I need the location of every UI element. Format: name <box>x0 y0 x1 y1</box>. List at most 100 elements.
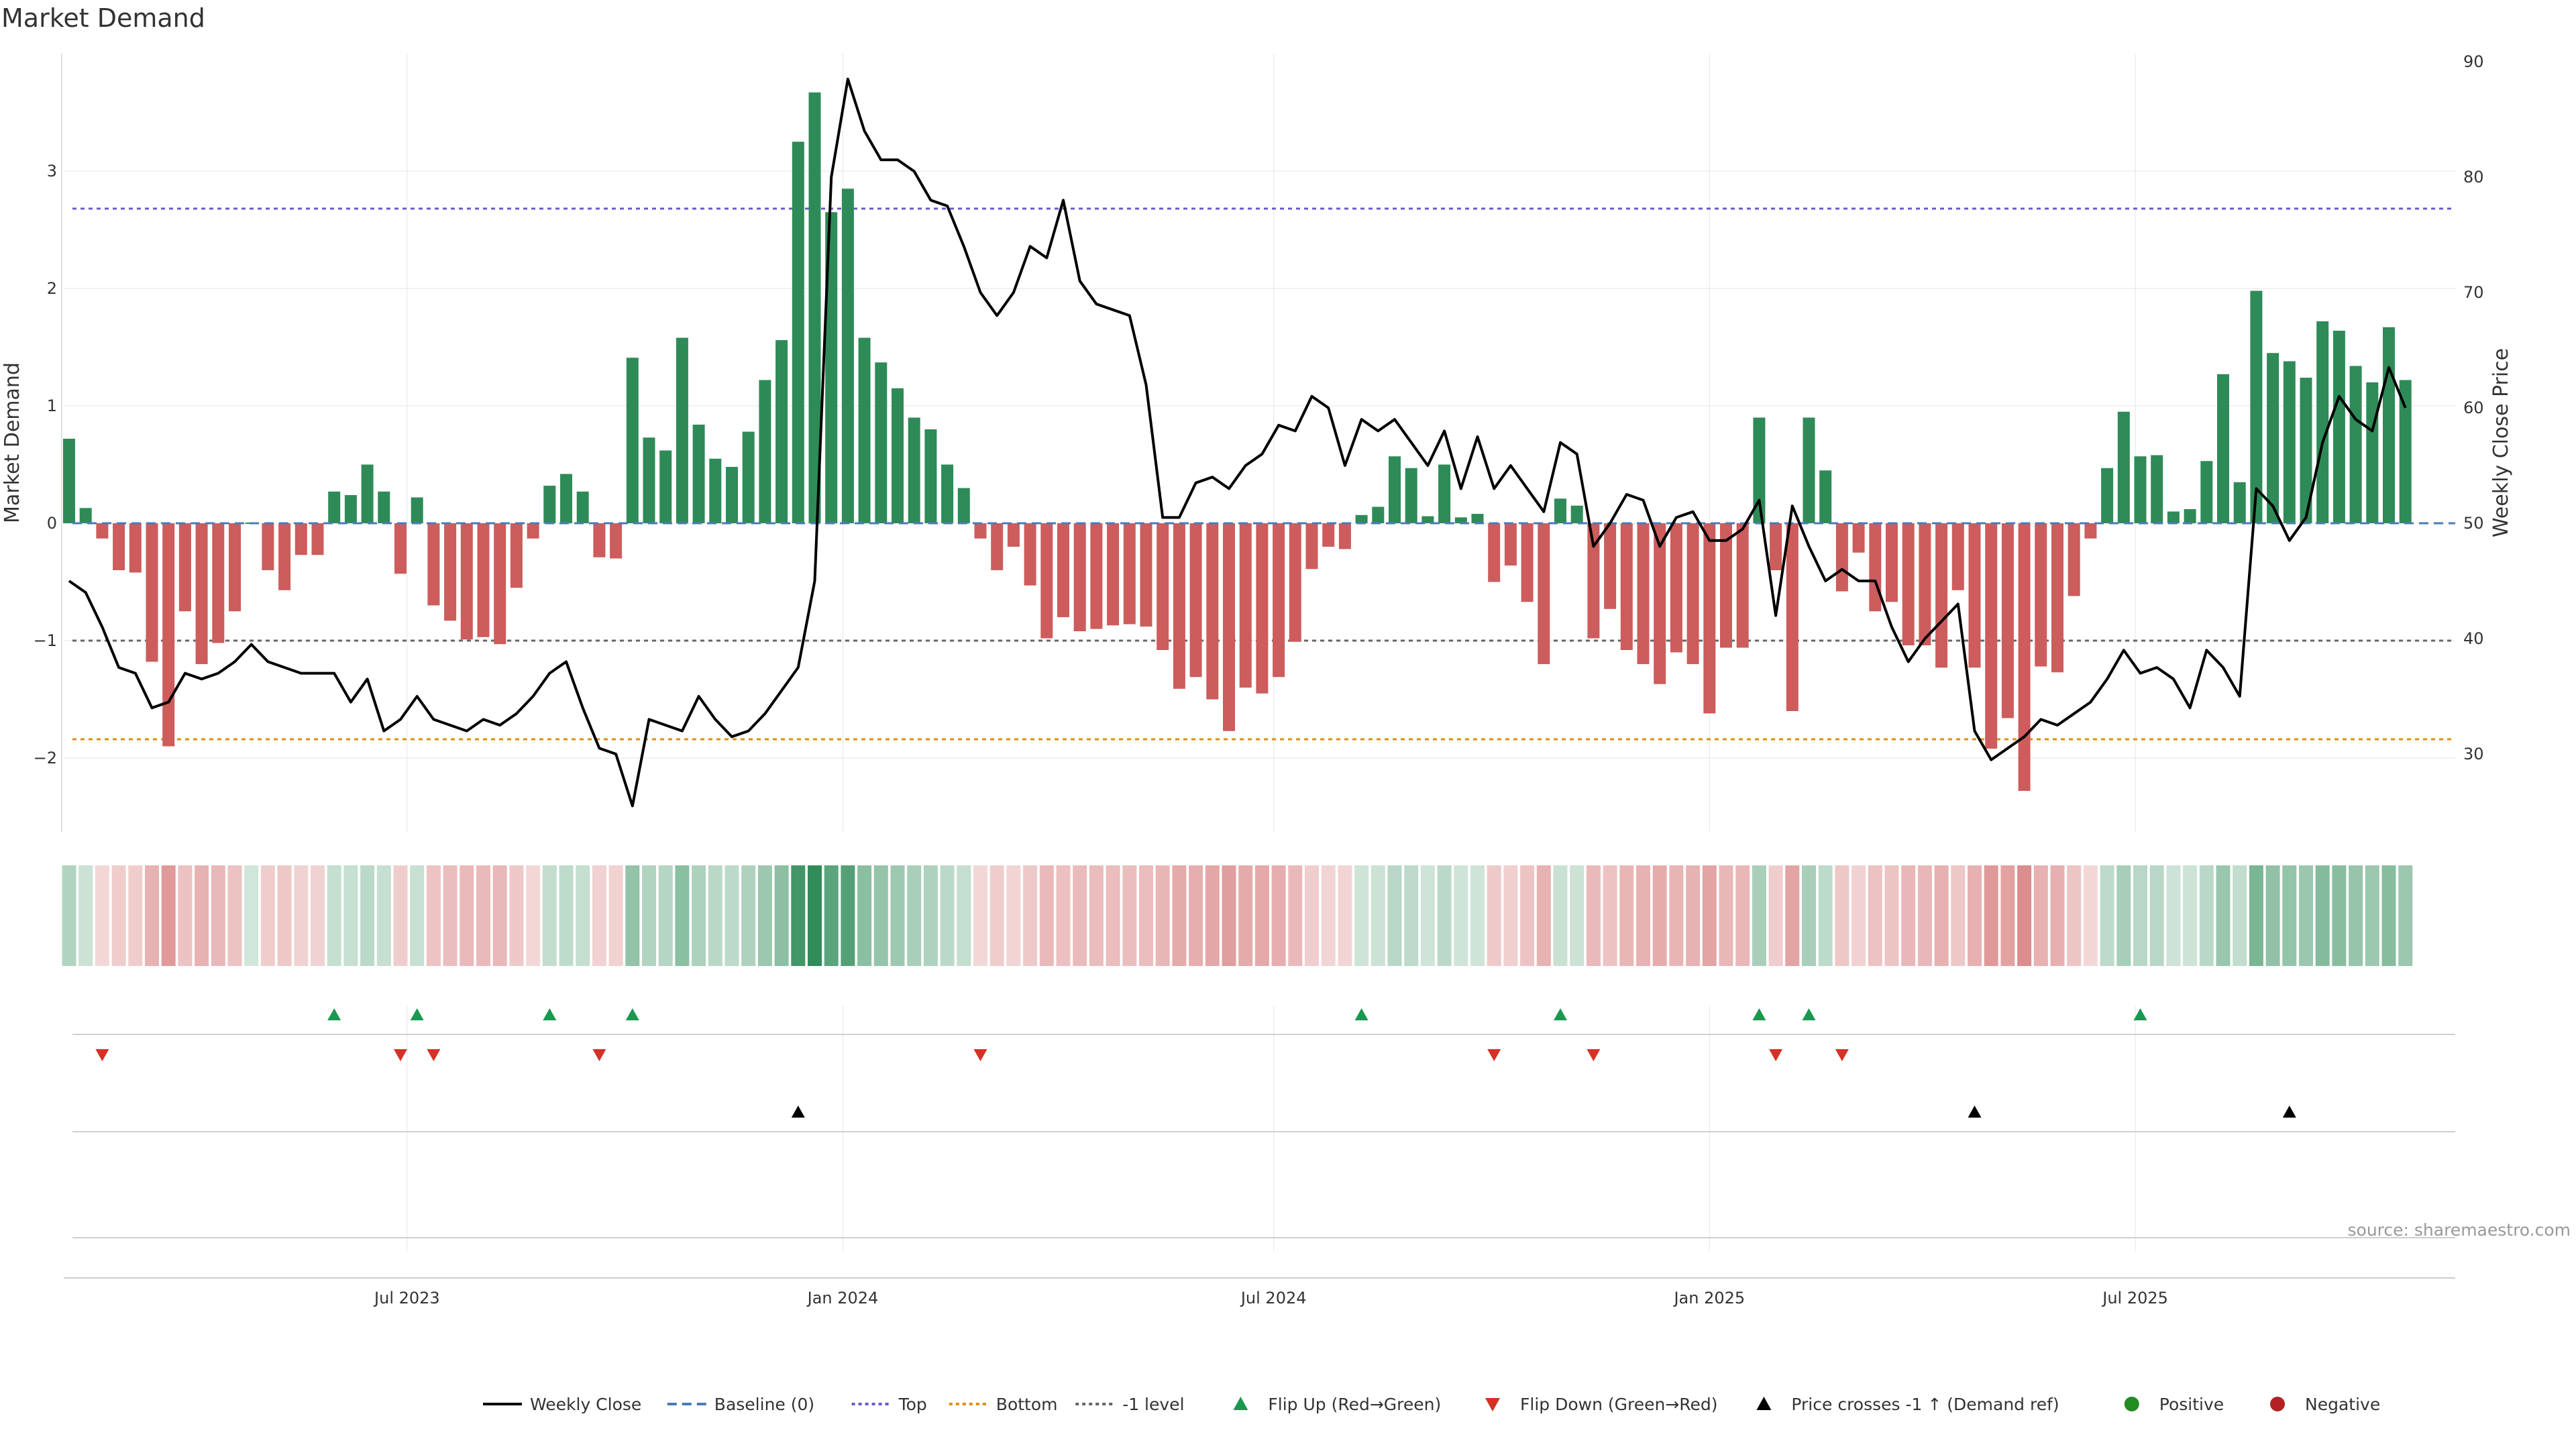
heat-cell <box>526 865 541 966</box>
demand-bar <box>941 464 954 523</box>
heat-cell <box>1454 865 1468 966</box>
heat-cell <box>808 865 822 966</box>
heat-cell <box>2299 865 2313 966</box>
demand-bar <box>1935 523 1948 668</box>
heat-cell <box>2116 865 2131 966</box>
heat-cell <box>2233 865 2247 966</box>
heat-cell <box>1172 865 1187 966</box>
flip-down-marker <box>1769 1049 1783 1061</box>
heat-cell <box>973 865 987 966</box>
demand-bar <box>808 92 821 523</box>
flip-down-marker <box>1587 1049 1601 1061</box>
heat-cell <box>1222 865 1236 966</box>
heat-cell <box>1321 865 1336 966</box>
demand-bar <box>1919 523 1931 645</box>
heat-cell <box>708 865 722 966</box>
demand-bar <box>2217 374 2229 523</box>
flip-up-marker <box>1554 1008 1567 1020</box>
heat-cell <box>393 865 408 966</box>
legend-label: Negative <box>2305 1395 2380 1414</box>
y2-axis-label: Weekly Close Price <box>2489 348 2513 537</box>
demand-bar <box>2084 523 2097 539</box>
demand-bar <box>1770 523 1782 570</box>
demand-bar <box>2332 331 2345 523</box>
demand-bar <box>1273 523 1285 678</box>
legend-label: Top <box>898 1395 927 1414</box>
demand-bar <box>79 508 92 523</box>
heat-cell <box>410 865 425 966</box>
demand-bar <box>1538 523 1550 664</box>
demand-bar <box>1819 470 1832 523</box>
heat-cell <box>2216 865 2231 966</box>
demand-bar <box>1951 523 1964 590</box>
y2-tick-label: 50 <box>2463 514 2484 533</box>
y-axis-ticks: 3 2 1 0 −1 −2 <box>34 162 57 767</box>
heat-cell <box>1371 865 1385 966</box>
flip-up-marker <box>543 1008 557 1020</box>
heat-cell <box>1603 865 1617 966</box>
heat-cell <box>111 865 126 966</box>
demand-bar <box>1852 523 1865 553</box>
demand-bar <box>1355 515 1368 523</box>
demand-bar <box>394 523 407 574</box>
heat-cell <box>128 865 143 966</box>
demand-bar <box>1040 523 1053 639</box>
demand-bar <box>858 337 871 523</box>
demand-bar <box>1189 523 1202 678</box>
heat-cell <box>2183 865 2198 966</box>
heat-cell <box>509 865 524 966</box>
heat-cell <box>1619 865 1634 966</box>
demand-bar <box>2101 468 2114 523</box>
demand-bar <box>1389 456 1401 523</box>
demand-bar <box>1223 523 1235 731</box>
demand-bar <box>444 523 457 621</box>
flip-down-marker <box>394 1049 407 1061</box>
demand-bar <box>2250 290 2263 523</box>
legend: Weekly Close Baseline (0) Top Bottom -1 leve… <box>483 1395 2380 1414</box>
demand-bar <box>1405 468 1417 523</box>
x-tick-label: Jul 2025 <box>2101 1289 2168 1307</box>
demand-bar <box>924 429 937 523</box>
heat-cell <box>1338 865 1352 966</box>
heat-cell <box>2282 865 2297 966</box>
demand-bar <box>2068 523 2080 596</box>
demand-bar <box>411 497 423 523</box>
demand-bar <box>1421 516 1434 523</box>
heat-cell <box>1503 865 1518 966</box>
y-tick-label: 2 <box>47 279 57 298</box>
heat-cell <box>2166 865 2181 966</box>
heat-cell <box>1984 865 1998 966</box>
legend-label: Bottom <box>996 1395 1058 1414</box>
demand-bar <box>2018 523 2031 791</box>
heat-cell <box>1420 865 1435 966</box>
heat-cell <box>957 865 971 966</box>
demand-bar <box>1372 506 1385 523</box>
y-tick-label: −2 <box>34 749 57 767</box>
heat-cell <box>2199 865 2214 966</box>
heat-cell <box>923 865 938 966</box>
demand-bar <box>875 362 888 523</box>
heat-cell <box>2050 865 2065 966</box>
heat-cell <box>476 865 490 966</box>
demand-bar <box>527 523 539 539</box>
heat-cell <box>1238 865 1253 966</box>
heat-cell <box>1868 865 1882 966</box>
heat-cell <box>1271 865 1286 966</box>
price-line <box>68 77 2407 808</box>
legend-swatch-triangle-down <box>1485 1398 1500 1411</box>
demand-bar <box>229 523 241 612</box>
heat-cell <box>2067 865 2082 966</box>
demand-bar <box>1206 523 1219 700</box>
demand-bar <box>146 523 158 662</box>
heat-cell <box>774 865 789 966</box>
heat-cell <box>1404 865 1419 966</box>
heat-cell <box>2365 865 2379 966</box>
legend-swatch-circle <box>2124 1397 2139 1411</box>
demand-bar <box>1454 517 1467 523</box>
heat-cell <box>95 865 109 966</box>
demand-bar <box>1902 523 1915 645</box>
demand-bar <box>2283 361 2296 523</box>
heat-cell <box>2381 865 2396 966</box>
heat-cell <box>1006 865 1021 966</box>
heat-cell <box>2349 865 2363 966</box>
